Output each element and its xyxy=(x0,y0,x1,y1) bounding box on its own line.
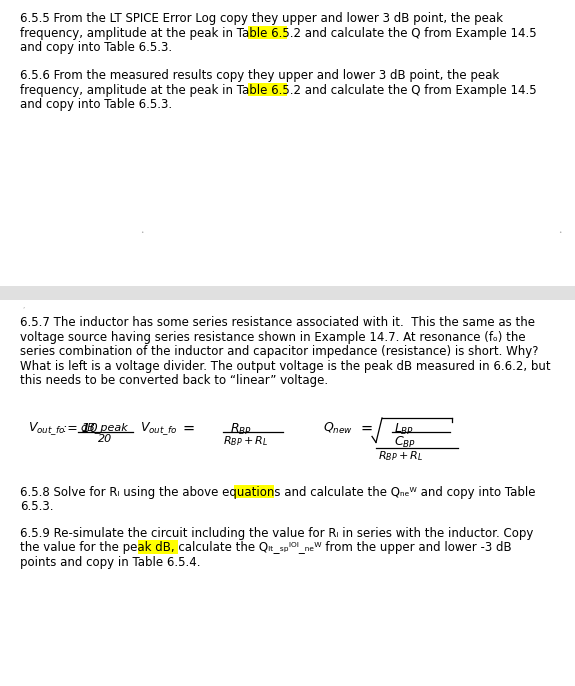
Text: What is left is a voltage divider. The output voltage is the peak dB measured in: What is left is a voltage divider. The o… xyxy=(20,360,551,373)
Text: $V_{out\_fo}$: $V_{out\_fo}$ xyxy=(28,420,66,437)
Text: voltage source having series resistance shown in Example 14.7. At resonance (fₒ): voltage source having series resistance … xyxy=(20,331,526,344)
Text: series combination of the inductor and capacitor impedance (resistance) is short: series combination of the inductor and c… xyxy=(20,345,539,358)
Text: 6.5.7 The inductor has some series resistance associated with it.  This the same: 6.5.7 The inductor has some series resis… xyxy=(20,316,535,329)
Text: 20: 20 xyxy=(98,434,112,445)
Text: frequency, amplitude at the peak in Table 6.5.2 and calculate the Q from Example: frequency, amplitude at the peak in Tabl… xyxy=(20,27,536,40)
Text: and copy into Table 6.5.3.: and copy into Table 6.5.3. xyxy=(20,98,172,111)
Text: 6.5.6 From the measured results copy they upper and lower 3 dB point, the peak: 6.5.6 From the measured results copy the… xyxy=(20,69,499,82)
Bar xyxy=(138,541,178,554)
Text: this needs to be converted back to “linear” voltage.: this needs to be converted back to “line… xyxy=(20,375,328,388)
Text: dB_peak: dB_peak xyxy=(80,422,128,433)
Text: $V_{out\_fo}$: $V_{out\_fo}$ xyxy=(140,420,177,437)
Text: $R_{BP}$: $R_{BP}$ xyxy=(230,422,252,437)
Text: $R_{BP}+R_L$: $R_{BP}+R_L$ xyxy=(378,449,423,464)
Bar xyxy=(248,25,287,39)
Text: •: • xyxy=(140,230,143,235)
Text: 6.5.5 From the LT SPICE Error Log copy they upper and lower 3 dB point, the peak: 6.5.5 From the LT SPICE Error Log copy t… xyxy=(20,12,503,25)
Text: =: = xyxy=(183,421,195,436)
Text: frequency, amplitude at the peak in Table 6.5.2 and calculate the Q from Example: frequency, amplitude at the peak in Tabl… xyxy=(20,84,536,97)
Text: 6.5.8 Solve for Rₗ using the above equations and calculate the Qₙₑᵂ and copy int: 6.5.8 Solve for Rₗ using the above equat… xyxy=(20,486,535,499)
Text: points and copy in Table 6.5.4.: points and copy in Table 6.5.4. xyxy=(20,556,201,569)
Text: ’: ’ xyxy=(22,306,24,312)
Text: and copy into Table 6.5.3.: and copy into Table 6.5.3. xyxy=(20,41,172,54)
Text: $C_{BP}$: $C_{BP}$ xyxy=(394,434,416,449)
Text: 6.5.9 Re-simulate the circuit including the value for Rₗ in series with the indu: 6.5.9 Re-simulate the circuit including … xyxy=(20,527,534,540)
Text: $Q_{new}$: $Q_{new}$ xyxy=(323,421,353,436)
Text: the value for the peak dB, calculate the Qₗₜ_ₛₚᴵᴼᴵ_ₙₑᵂ from the upper and lower : the value for the peak dB, calculate the… xyxy=(20,541,512,554)
Bar xyxy=(235,485,274,499)
Text: •: • xyxy=(558,230,561,235)
Text: $L_{BP}$: $L_{BP}$ xyxy=(394,422,414,437)
Bar xyxy=(248,82,287,96)
Text: 6.5.3.: 6.5.3. xyxy=(20,500,53,513)
Text: $R_{BP}+R_L$: $R_{BP}+R_L$ xyxy=(223,434,269,448)
Text: =: = xyxy=(360,421,372,436)
Bar xyxy=(0,286,575,300)
Text: := 10: := 10 xyxy=(63,422,98,435)
